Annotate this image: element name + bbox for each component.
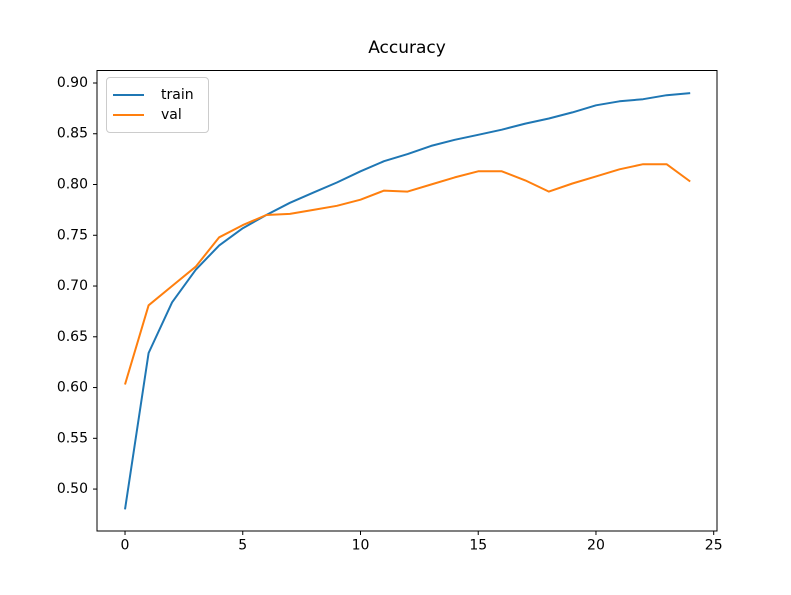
axes-frame bbox=[96, 70, 718, 532]
y-tick-label: 0.65 bbox=[57, 329, 88, 345]
y-tick-label: 0.75 bbox=[57, 227, 88, 243]
x-tick-label: 20 bbox=[587, 538, 605, 554]
y-tick-label: 0.85 bbox=[57, 126, 88, 142]
x-tick-label: 0 bbox=[121, 538, 130, 554]
legend-swatch-val bbox=[113, 114, 144, 116]
legend-label-train: train bbox=[161, 87, 194, 103]
legend-item-val: val bbox=[113, 105, 194, 125]
chart-title: Accuracy bbox=[368, 38, 446, 58]
x-tick-label: 25 bbox=[705, 538, 723, 554]
legend-item-train: train bbox=[113, 85, 194, 105]
y-tick-label: 0.60 bbox=[57, 380, 88, 396]
y-tick-label: 0.90 bbox=[57, 75, 88, 91]
y-tick-label: 0.70 bbox=[57, 278, 88, 294]
y-tick-label: 0.55 bbox=[57, 430, 88, 446]
legend: train val bbox=[106, 77, 209, 133]
y-tick-label: 0.50 bbox=[57, 481, 88, 497]
x-tick-label: 10 bbox=[352, 538, 370, 554]
series-line-train bbox=[124, 92, 691, 510]
legend-label-val: val bbox=[161, 107, 182, 123]
legend-swatch-train bbox=[113, 94, 144, 96]
x-tick-label: 5 bbox=[238, 538, 247, 554]
series-line-val bbox=[124, 163, 691, 385]
x-tick-label: 15 bbox=[469, 538, 487, 554]
y-tick-label: 0.80 bbox=[57, 177, 88, 193]
